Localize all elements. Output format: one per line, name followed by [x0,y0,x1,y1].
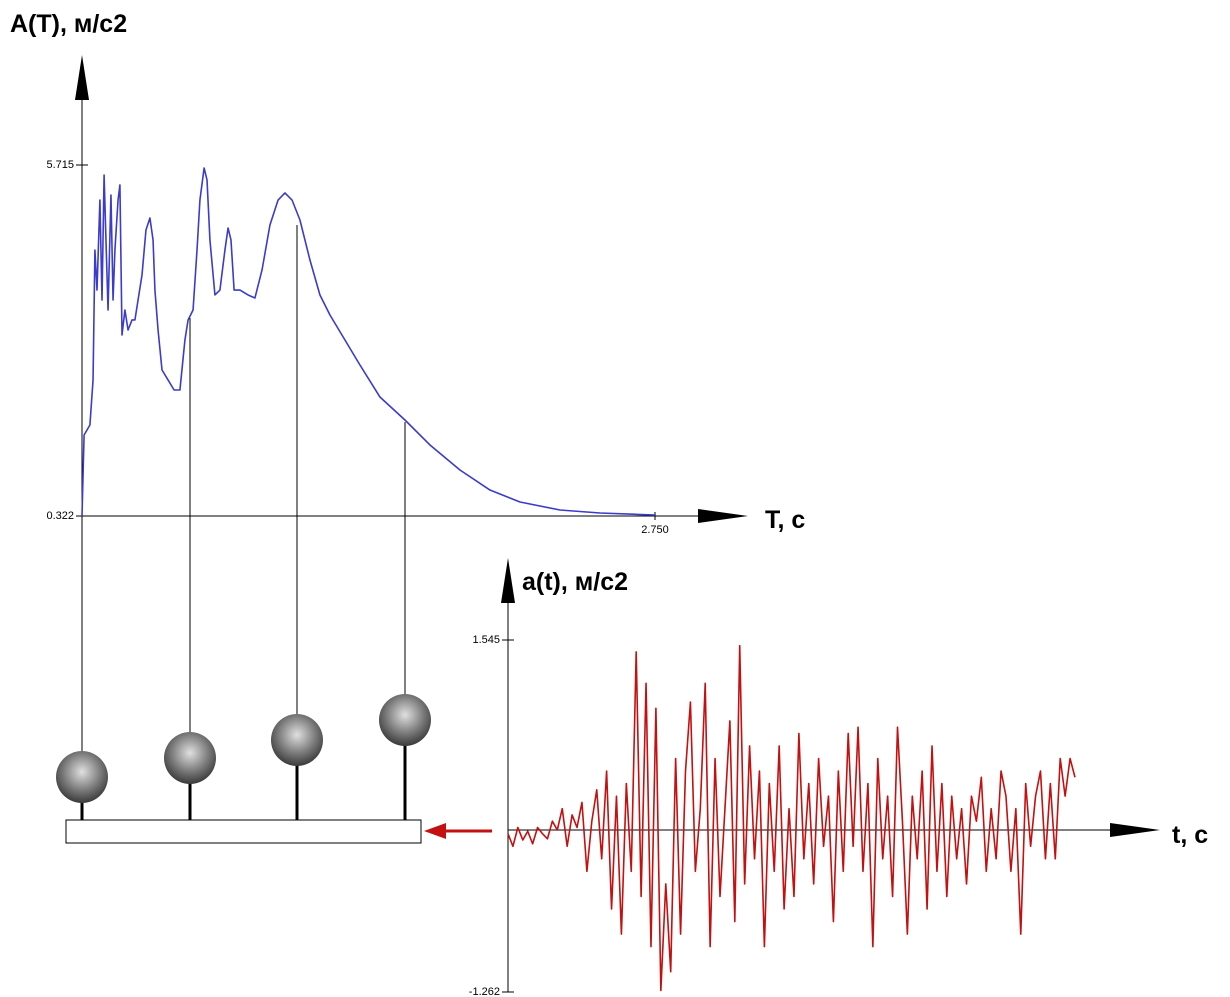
y-axis-label: A(T), м/с2 [10,10,127,38]
y-tick-label: -1.262 [469,986,500,997]
axis-arrow [698,509,748,523]
x-tick-label: 2.750 [641,524,669,536]
y-tick-label: 1.545 [472,634,500,646]
x-axis-label: t, c [1172,821,1208,849]
y-tick-label: 5.715 [46,159,74,171]
y-axis-label: a(t), м/с2 [522,568,628,596]
y-tick-label: 0.322 [46,510,74,522]
data-line [81,167,656,517]
axis-arrow [501,558,515,603]
axis-arrow [75,55,89,100]
pendulums [56,225,492,844]
data-line [507,644,1076,992]
axis-arrow [1110,823,1160,837]
x-axis-label: T, c [765,506,805,534]
